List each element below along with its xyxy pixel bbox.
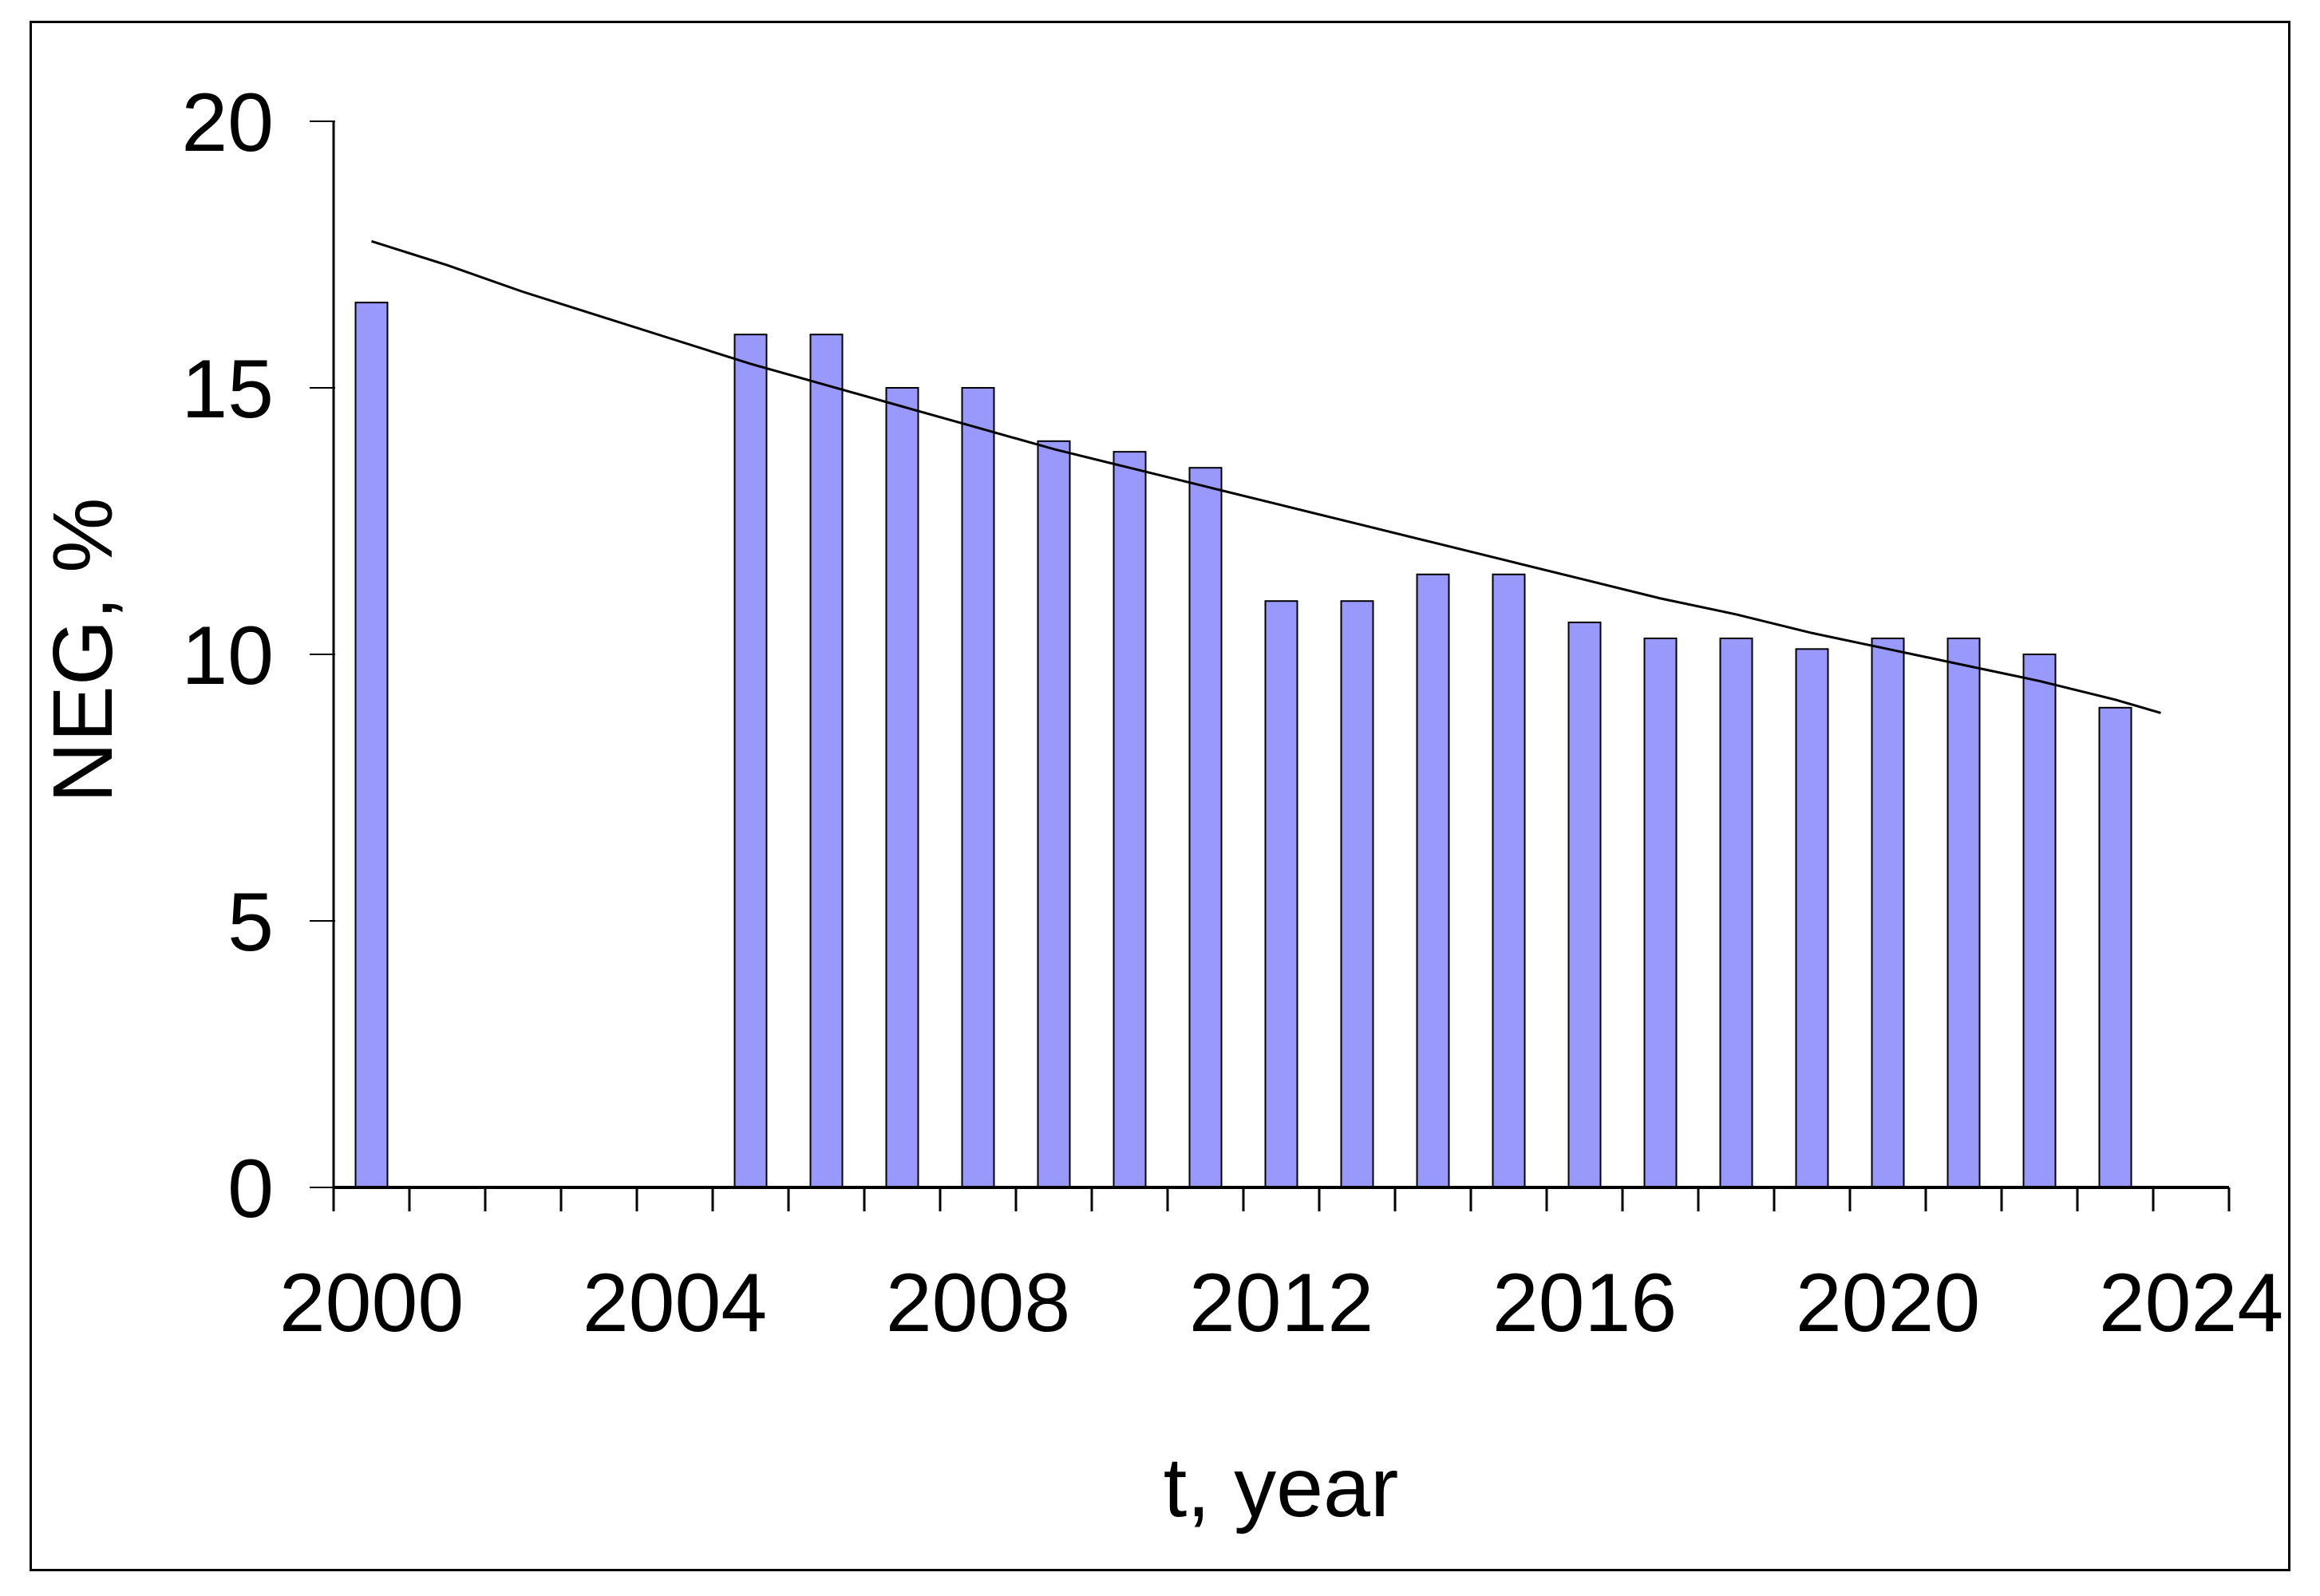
x-axis-title: t, year — [1164, 1440, 1399, 1535]
y-tick-labels: 0 5 10 15 20 — [181, 77, 274, 1235]
bar-2009 — [1037, 440, 1071, 1188]
y-ticks-group — [310, 120, 335, 1188]
x-ticks-group — [332, 1187, 2231, 1211]
bars-group — [354, 302, 2132, 1189]
bar-2005 — [733, 334, 768, 1189]
trend-line — [371, 239, 2161, 714]
x-tick-label-2020: 2020 — [1796, 1257, 1980, 1349]
bar-2013 — [1340, 600, 1374, 1188]
bar-2022 — [2022, 654, 2057, 1188]
x-tick-label-2004: 2004 — [583, 1257, 767, 1349]
y-tick-label-10: 10 — [181, 610, 274, 702]
y-axis-title: NEG, % — [36, 498, 130, 804]
y-tick-label-20: 20 — [181, 77, 274, 169]
x-tick-label-2016: 2016 — [1492, 1257, 1677, 1349]
figure-border — [30, 21, 2290, 1571]
bar-2014 — [1416, 573, 1450, 1188]
bar-2017 — [1643, 637, 1678, 1188]
bar-2007 — [885, 387, 919, 1188]
bar-2020 — [1871, 637, 1905, 1188]
x-tick-label-2012: 2012 — [1189, 1257, 1373, 1349]
y-tick-label-0: 0 — [227, 1143, 274, 1235]
bar-2019 — [1795, 648, 1829, 1188]
bar-2000 — [354, 302, 389, 1188]
x-tick-label-2000: 2000 — [279, 1257, 464, 1349]
x-tick-labels: 2000 2004 2008 2012 2016 2020 2024 — [279, 1257, 2283, 1349]
bar-2021 — [1947, 637, 1981, 1188]
x-tick-label-2008: 2008 — [886, 1257, 1070, 1349]
bar-2015 — [1492, 573, 1526, 1188]
y-tick-label-5: 5 — [227, 876, 274, 969]
bar-2023 — [2098, 706, 2132, 1188]
y-tick-label-15: 15 — [181, 343, 274, 436]
x-tick-label-2024: 2024 — [2099, 1257, 2283, 1349]
bar-2011 — [1188, 467, 1223, 1188]
